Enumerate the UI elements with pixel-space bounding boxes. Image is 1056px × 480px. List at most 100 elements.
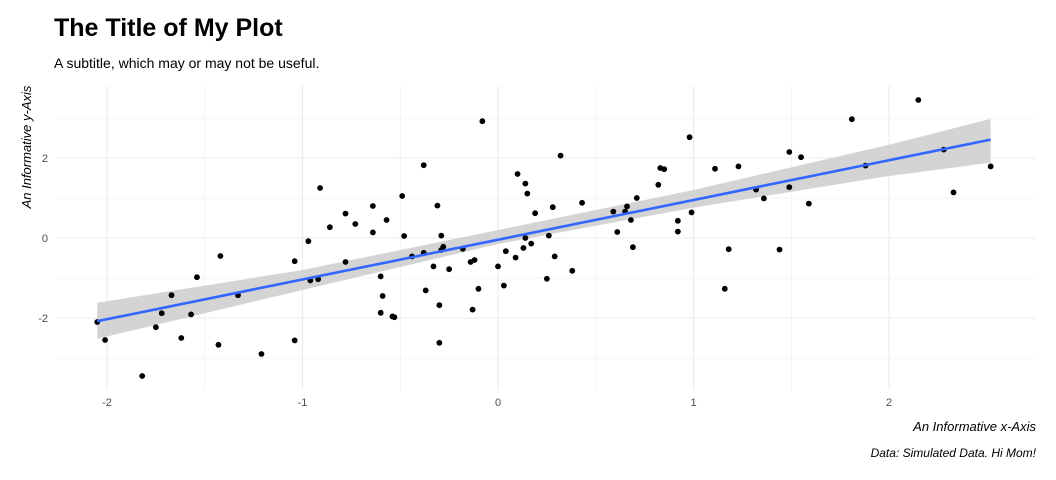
data-point (430, 263, 437, 270)
data-point (628, 217, 634, 223)
data-point (495, 263, 501, 270)
data-point (217, 253, 224, 259)
data-point (352, 221, 359, 227)
data-point (776, 246, 783, 253)
data-point (522, 180, 529, 187)
data-point (342, 210, 349, 217)
data-point (420, 162, 427, 169)
chart-caption: Data: Simulated Data. Hi Mom! (870, 446, 1036, 460)
data-point (987, 163, 994, 170)
data-point (479, 118, 486, 125)
data-point (661, 166, 668, 173)
data-point (369, 229, 376, 236)
confidence-ribbon (97, 118, 991, 339)
data-point (475, 285, 482, 292)
data-point (438, 232, 445, 239)
y-tick-label: 0 (42, 233, 48, 245)
data-point (633, 195, 640, 201)
data-point (422, 287, 429, 294)
y-axis-ticks: -2 0 2 (38, 153, 48, 325)
data-point (805, 200, 812, 207)
data-point (399, 193, 406, 199)
data-point (610, 208, 617, 215)
data-point (786, 184, 793, 191)
data-point (532, 210, 539, 217)
data-point (545, 232, 552, 239)
data-point (674, 228, 681, 235)
data-point (168, 292, 175, 299)
data-point (500, 282, 507, 289)
x-tick-label: 2 (886, 397, 892, 409)
data-point (194, 274, 200, 281)
data-point (401, 233, 408, 239)
data-point (102, 337, 108, 343)
data-point (579, 199, 585, 206)
data-point (569, 267, 576, 274)
data-point (674, 217, 681, 224)
data-point (848, 116, 855, 123)
data-point (377, 273, 384, 280)
data-points (94, 97, 994, 379)
data-point (178, 335, 185, 341)
data-point (712, 165, 718, 172)
data-point (528, 240, 535, 247)
data-point (760, 195, 767, 202)
data-point (551, 253, 558, 260)
data-point (512, 254, 519, 261)
data-point (152, 324, 159, 331)
data-point (614, 229, 621, 235)
x-tick-label: 1 (690, 397, 696, 409)
data-point (291, 337, 298, 344)
chart-subtitle: A subtitle, which may or may not be usef… (54, 55, 320, 71)
data-point (434, 202, 441, 209)
chart-title: The Title of My Plot (54, 14, 283, 42)
data-point (440, 243, 447, 250)
data-point (522, 235, 529, 241)
x-axis-title: An Informative x-Axis (912, 419, 1036, 434)
data-point (291, 258, 298, 265)
data-point (688, 209, 695, 216)
x-axis-ticks: -2 -1 0 1 2 (102, 397, 892, 409)
data-point (798, 154, 804, 161)
data-point (735, 163, 742, 170)
data-point (188, 311, 194, 318)
data-point (326, 224, 333, 231)
data-point (950, 189, 957, 196)
data-point (721, 285, 728, 292)
y-tick-label: 2 (42, 153, 48, 165)
trend-line (96, 138, 991, 323)
trend-line-layer (96, 138, 991, 323)
data-point (514, 171, 521, 177)
data-point (471, 257, 478, 263)
data-point (543, 275, 550, 282)
grid (56, 86, 1036, 390)
data-point (258, 351, 265, 357)
data-point (139, 373, 146, 379)
y-tick-label: -2 (38, 313, 48, 325)
confidence-ribbon-layer (97, 118, 991, 339)
data-point (915, 97, 922, 103)
data-point (379, 293, 386, 299)
data-point (557, 152, 564, 159)
data-point (549, 204, 556, 211)
data-point (469, 306, 476, 313)
x-tick-label: -1 (298, 397, 308, 409)
data-point (342, 259, 349, 265)
data-point (524, 190, 531, 197)
x-tick-label: 0 (495, 397, 501, 409)
data-point (686, 134, 693, 141)
data-point (655, 181, 662, 188)
data-point (786, 149, 793, 155)
data-point (725, 246, 732, 253)
data-point (317, 185, 323, 191)
data-point (624, 203, 630, 210)
data-point (502, 248, 509, 255)
data-point (520, 245, 527, 251)
data-point (158, 310, 165, 317)
data-point (391, 314, 398, 321)
data-point (369, 203, 376, 209)
data-point (215, 341, 222, 348)
data-point (383, 217, 390, 223)
data-point (377, 309, 384, 316)
